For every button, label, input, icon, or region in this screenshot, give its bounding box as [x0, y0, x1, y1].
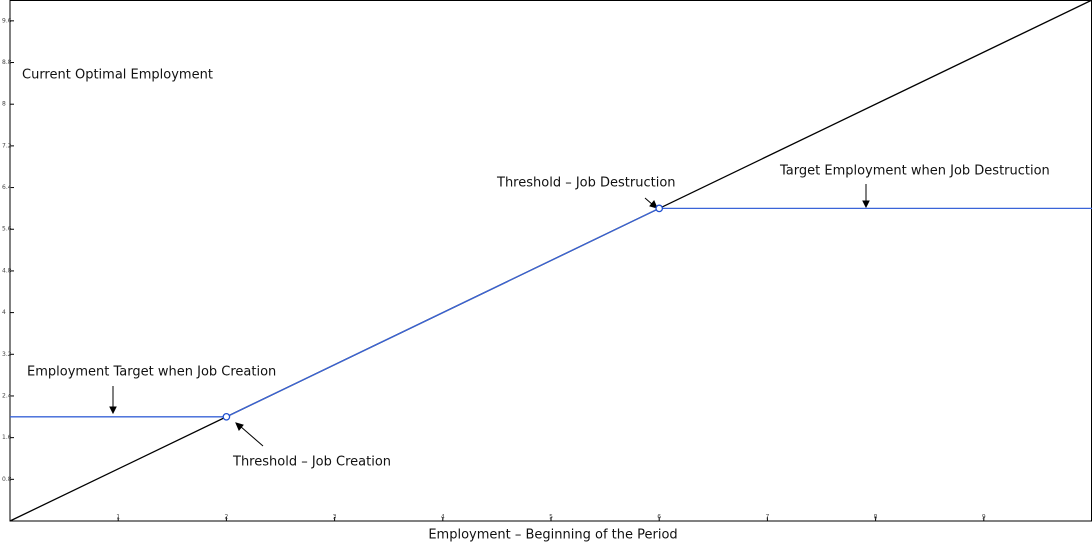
y-axis-label: Current Optimal Employment — [22, 68, 213, 83]
arrows — [109, 184, 870, 447]
x-tick-label: 9 — [982, 514, 986, 521]
x-tick-label: 2 — [224, 514, 228, 521]
x-tick-label: 4 — [441, 514, 445, 521]
y-tick-label: 8 — [2, 101, 6, 108]
y-tick-label: 8.8 — [2, 59, 12, 66]
x-tick-label: 5 — [549, 514, 553, 521]
annotation: Employment Target when Job Creation — [27, 365, 276, 380]
annotation: Target Employment when Job Destruction — [779, 164, 1050, 179]
x-tick-label: 3 — [333, 514, 337, 521]
annotation: Threshold – Job Creation — [232, 455, 391, 470]
series-line — [10, 207, 1092, 418]
x-tick-label: 6 — [657, 514, 661, 521]
arrow — [239, 425, 264, 447]
y-tick-label: 4.8 — [2, 267, 12, 274]
arrow-head — [862, 200, 870, 209]
y-tick-label: 0.8 — [2, 476, 12, 483]
y-tick-label: 7.2 — [2, 142, 12, 149]
y-tick-label: 9.6 — [2, 17, 12, 24]
x-tick-label: 7 — [765, 514, 769, 521]
y-tick-label: 5.6 — [2, 226, 12, 233]
point — [222, 412, 231, 421]
arrow-head — [109, 406, 117, 415]
x-tick-label: 1 — [116, 514, 120, 521]
y-tick-label: 3.2 — [2, 351, 12, 358]
x-axis-label: Employment – Beginning of the Period — [428, 528, 677, 543]
y-tick-label: 6.4 — [2, 184, 12, 191]
y-tick-label: 1.6 — [2, 434, 12, 441]
arrow-head — [649, 200, 658, 209]
x-tick-label: 8 — [874, 514, 878, 521]
annotation: Threshold – Job Destruction — [496, 176, 676, 191]
y-tick-label: 2.4 — [2, 392, 12, 399]
y-tick-label: 4 — [2, 309, 6, 316]
arrow-head — [235, 422, 244, 431]
point — [655, 204, 664, 213]
